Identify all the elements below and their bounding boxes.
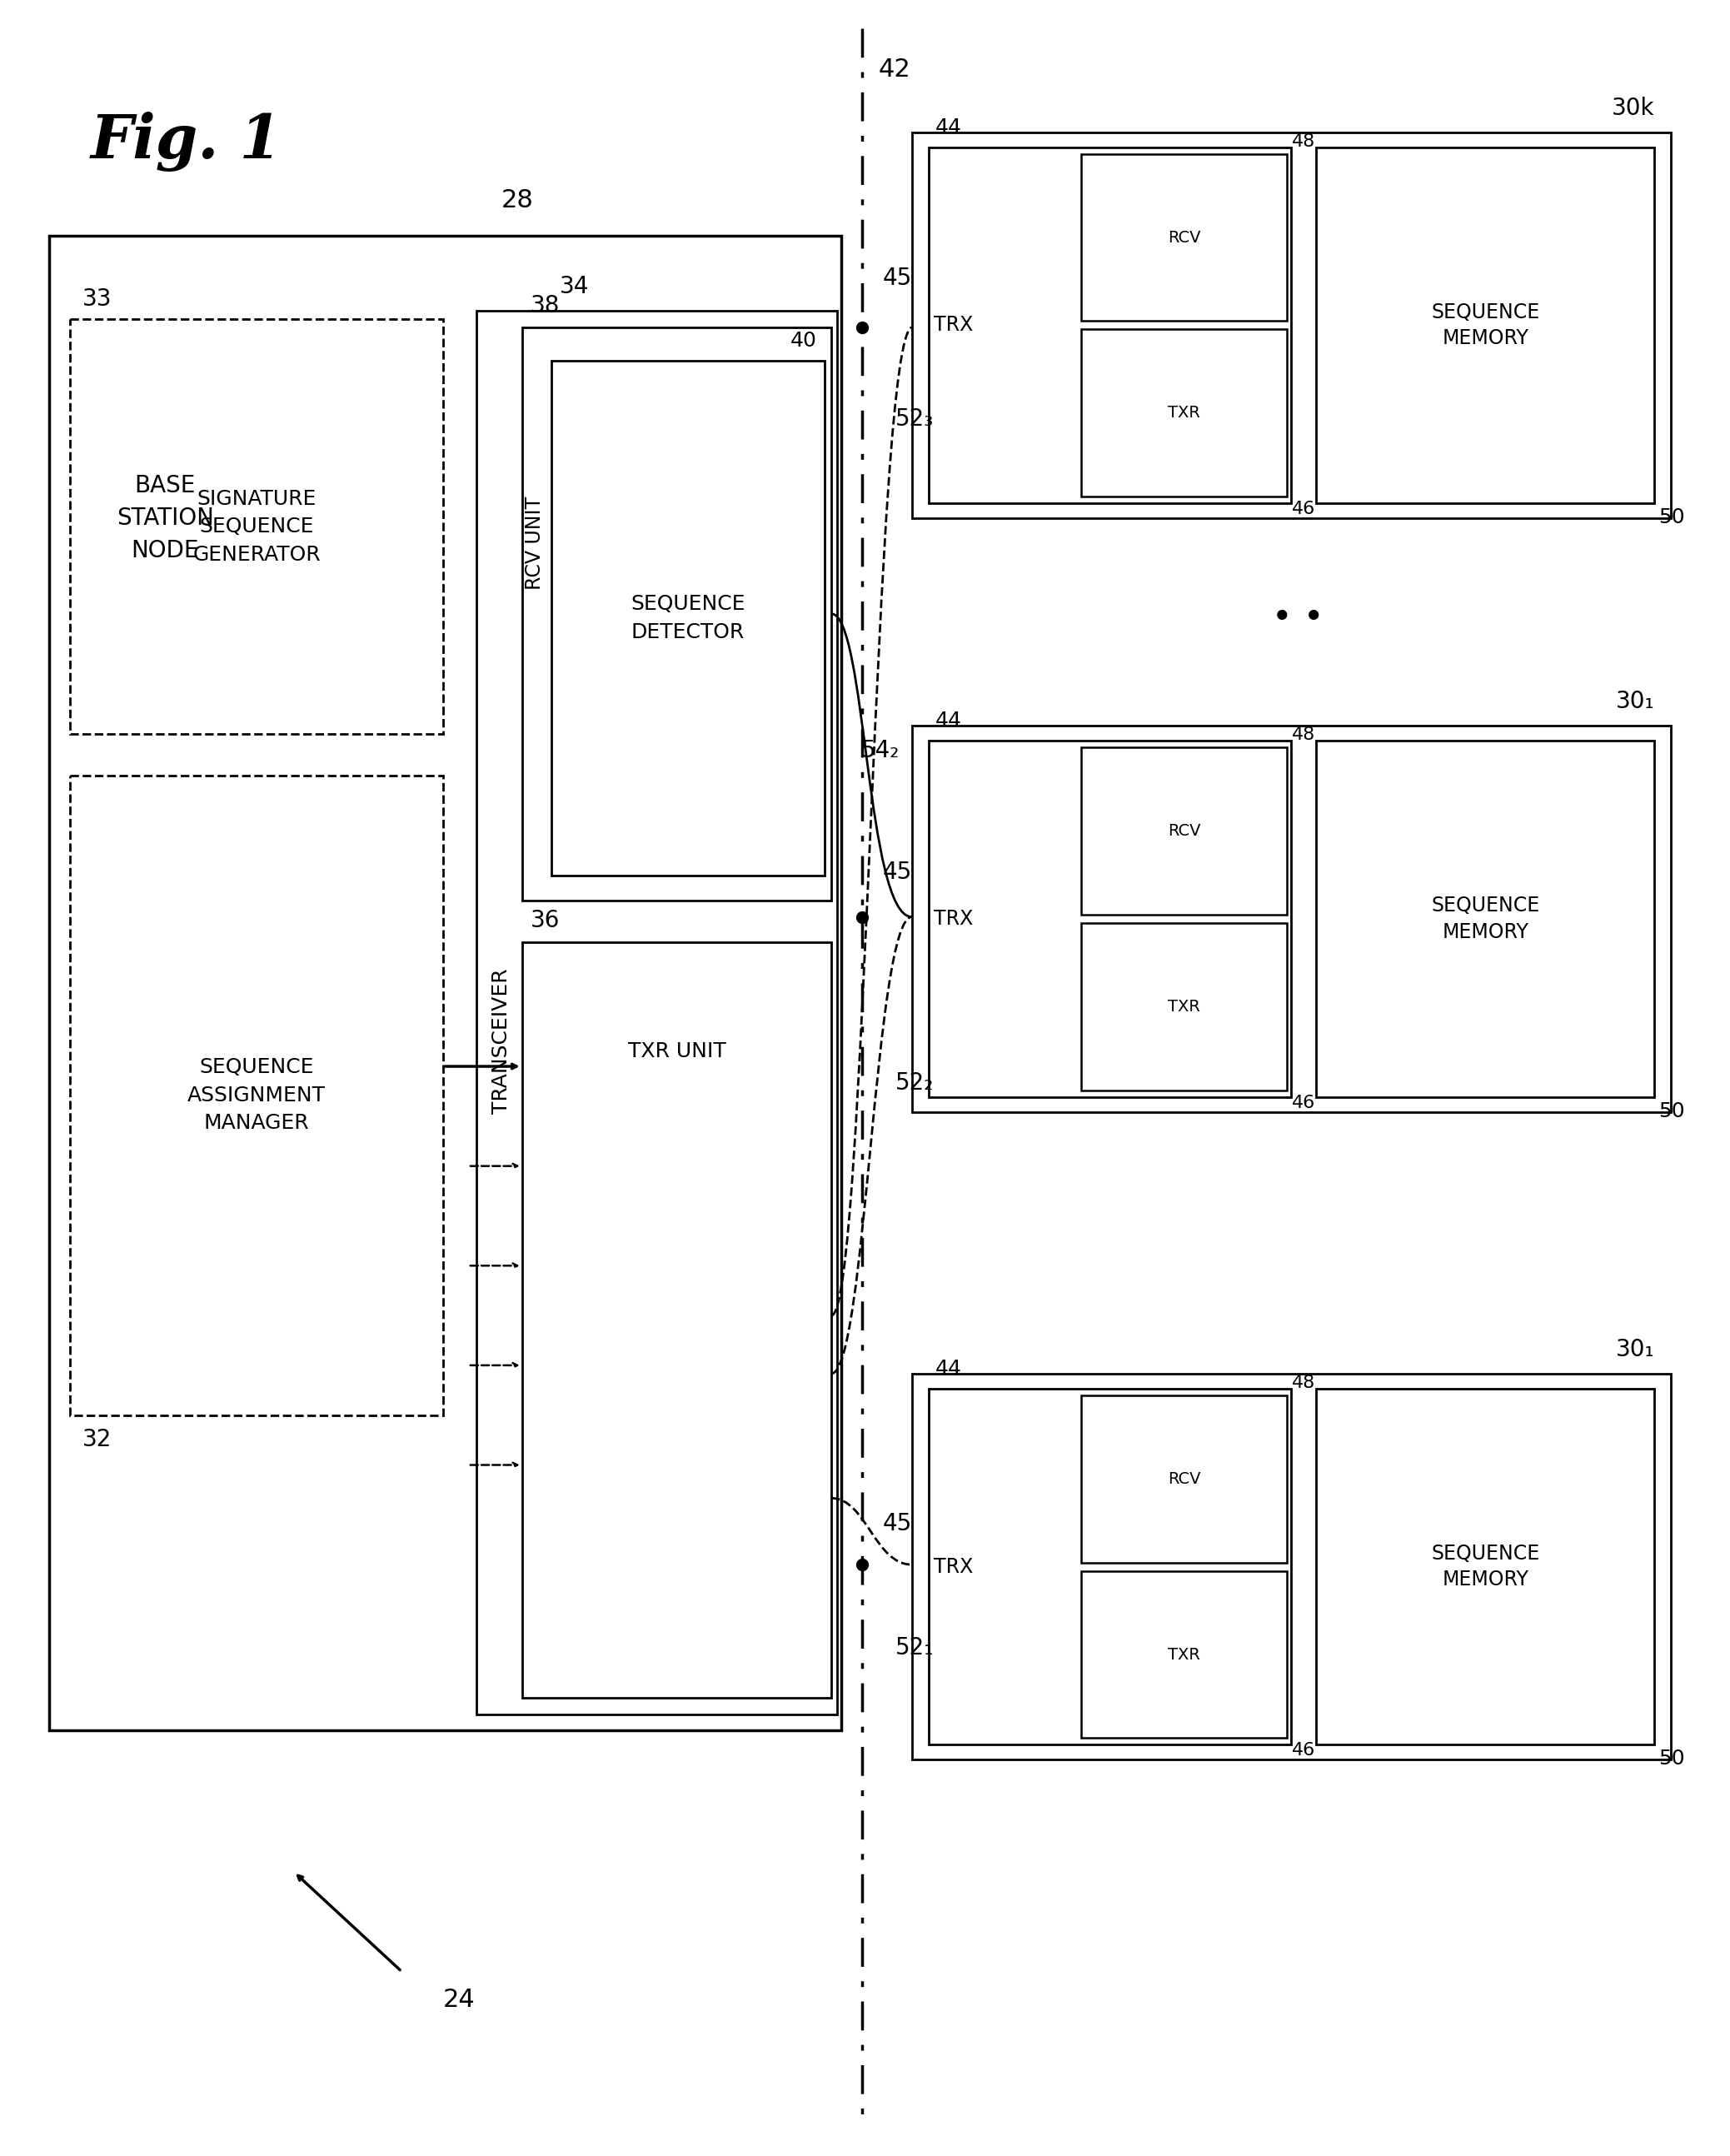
Text: 44: 44 xyxy=(936,1358,962,1378)
FancyBboxPatch shape xyxy=(1081,153,1287,321)
FancyBboxPatch shape xyxy=(69,776,443,1414)
Text: 46: 46 xyxy=(1291,500,1315,517)
Text: 50: 50 xyxy=(1659,1749,1685,1768)
Text: 44: 44 xyxy=(936,116,962,138)
Text: 52₂: 52₂ xyxy=(896,1072,934,1095)
FancyBboxPatch shape xyxy=(48,235,841,1731)
FancyBboxPatch shape xyxy=(1081,1395,1287,1563)
Text: RCV: RCV xyxy=(1168,1470,1201,1488)
Text: 50: 50 xyxy=(1659,1102,1685,1121)
Text: TRX: TRX xyxy=(934,315,972,334)
FancyBboxPatch shape xyxy=(69,319,443,735)
Text: 32: 32 xyxy=(83,1427,112,1451)
Text: 48: 48 xyxy=(1291,727,1315,744)
Text: 46: 46 xyxy=(1291,1095,1315,1110)
Text: TXR UNIT: TXR UNIT xyxy=(628,1041,725,1061)
Text: 42: 42 xyxy=(879,58,912,82)
Text: 46: 46 xyxy=(1291,1742,1315,1759)
Text: 36: 36 xyxy=(531,908,561,931)
Text: 30k: 30k xyxy=(1611,97,1654,121)
Text: 24: 24 xyxy=(443,1988,476,2012)
FancyBboxPatch shape xyxy=(929,147,1291,502)
Text: SEQUENCE
MEMORY: SEQUENCE MEMORY xyxy=(1431,1544,1540,1589)
Text: 28: 28 xyxy=(502,188,535,213)
Text: 52₁: 52₁ xyxy=(896,1636,934,1660)
Text: 33: 33 xyxy=(83,287,112,310)
Text: TRX: TRX xyxy=(934,910,972,929)
Text: 48: 48 xyxy=(1291,134,1315,149)
FancyBboxPatch shape xyxy=(1317,742,1654,1097)
Text: TXR: TXR xyxy=(1168,405,1201,420)
Text: 50: 50 xyxy=(1659,507,1685,528)
Text: TRX: TRX xyxy=(934,1557,972,1576)
Text: Fig. 1: Fig. 1 xyxy=(90,112,282,172)
Text: SEQUENCE
DETECTOR: SEQUENCE DETECTOR xyxy=(631,595,746,642)
FancyBboxPatch shape xyxy=(929,742,1291,1097)
Text: 30₁: 30₁ xyxy=(1616,690,1654,714)
Text: TRANSCEIVER: TRANSCEIVER xyxy=(491,968,512,1115)
Text: SEQUENCE
MEMORY: SEQUENCE MEMORY xyxy=(1431,897,1540,942)
FancyBboxPatch shape xyxy=(1317,1388,1654,1744)
Text: 45: 45 xyxy=(882,860,912,884)
Text: TXR: TXR xyxy=(1168,1647,1201,1662)
Text: BASE
STATION
NODE: BASE STATION NODE xyxy=(116,474,215,563)
FancyBboxPatch shape xyxy=(929,1388,1291,1744)
Text: 45: 45 xyxy=(882,267,912,289)
Text: • •: • • xyxy=(1272,602,1323,636)
FancyBboxPatch shape xyxy=(1081,330,1287,496)
Text: 34: 34 xyxy=(559,276,588,298)
Text: 38: 38 xyxy=(531,293,561,317)
FancyBboxPatch shape xyxy=(1317,147,1654,502)
FancyBboxPatch shape xyxy=(522,942,832,1697)
FancyBboxPatch shape xyxy=(912,727,1671,1112)
Text: 40: 40 xyxy=(791,330,817,351)
Text: RCV: RCV xyxy=(1168,229,1201,246)
Text: 44: 44 xyxy=(936,711,962,731)
Text: 48: 48 xyxy=(1291,1373,1315,1391)
Text: SEQUENCE
ASSIGNMENT
MANAGER: SEQUENCE ASSIGNMENT MANAGER xyxy=(187,1059,325,1134)
Text: SEQUENCE
MEMORY: SEQUENCE MEMORY xyxy=(1431,302,1540,349)
FancyBboxPatch shape xyxy=(522,328,832,901)
Text: RCV UNIT: RCV UNIT xyxy=(524,496,545,591)
Text: RCV: RCV xyxy=(1168,824,1201,839)
Text: SIGNATURE
SEQUENCE
GENERATOR: SIGNATURE SEQUENCE GENERATOR xyxy=(192,489,320,565)
FancyBboxPatch shape xyxy=(912,1373,1671,1759)
FancyBboxPatch shape xyxy=(1081,923,1287,1091)
FancyBboxPatch shape xyxy=(1081,1572,1287,1738)
FancyBboxPatch shape xyxy=(912,132,1671,517)
FancyBboxPatch shape xyxy=(550,360,825,875)
FancyBboxPatch shape xyxy=(1081,748,1287,914)
Text: TXR: TXR xyxy=(1168,998,1201,1015)
FancyBboxPatch shape xyxy=(476,310,837,1714)
Text: 54₂: 54₂ xyxy=(862,740,900,763)
Text: 30₁: 30₁ xyxy=(1616,1339,1654,1360)
Text: 52₃: 52₃ xyxy=(896,407,934,431)
Text: 45: 45 xyxy=(882,1511,912,1535)
